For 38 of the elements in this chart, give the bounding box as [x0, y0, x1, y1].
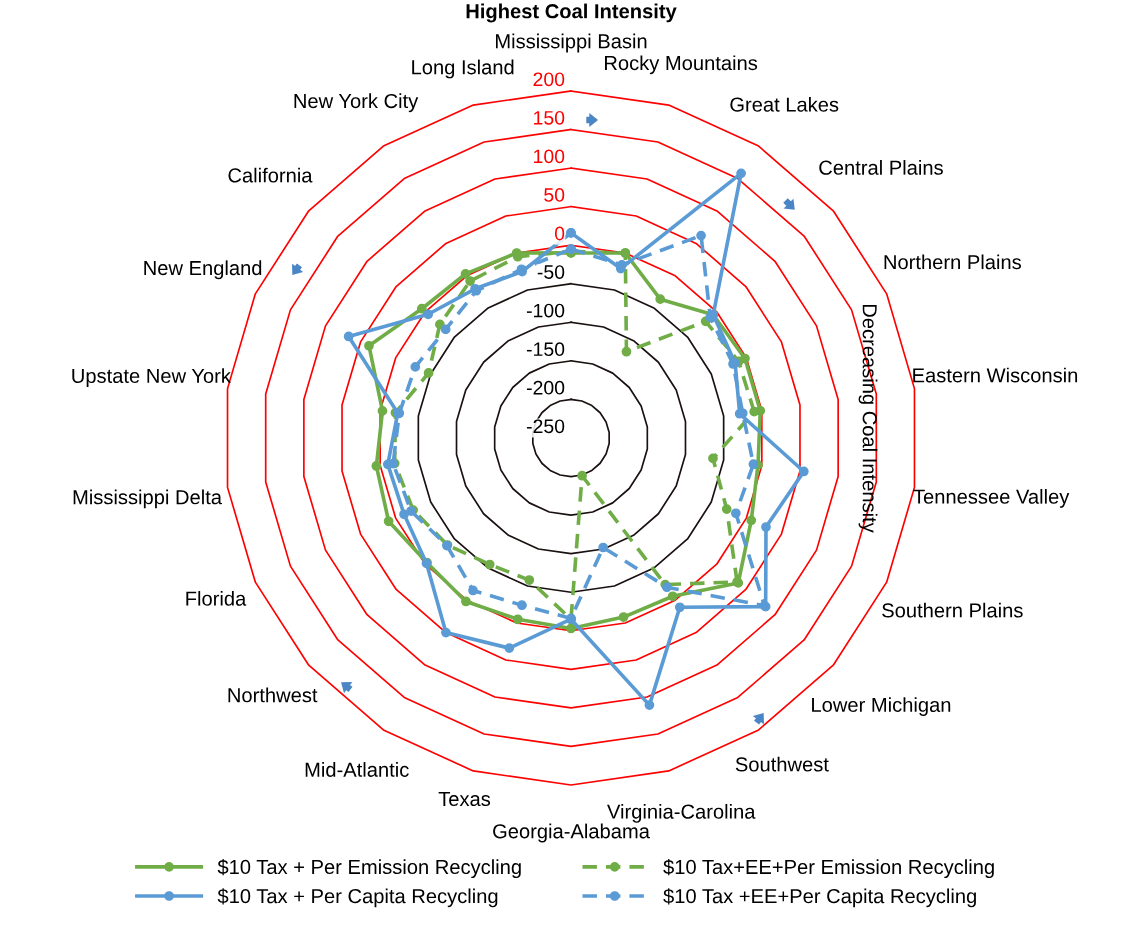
spoke-label: Mississippi Basin [495, 33, 647, 53]
spoke-label: Central Plains [819, 160, 943, 175]
y-tick-label: 200 [533, 72, 565, 87]
text: Decreasing Coal Intensity [858, 304, 878, 533]
spoke-label: Texas [438, 792, 491, 807]
y-tick-label: 100 [534, 149, 565, 164]
legend-label: $10 Tax + Per Capita Recycling [217, 888, 498, 908]
spoke-label: Rocky Mountains [605, 55, 758, 75]
y-tick-label: 50 [544, 188, 565, 202]
spoke-label: Southern Plains [882, 602, 1023, 618]
spoke-label: Long Island [412, 59, 514, 79]
legend-label: $10 Tax +EE+Per Capita Recycling [663, 888, 976, 908]
spoke-label: Mid-Atlantic [305, 762, 409, 777]
y-tick-label: 0 [554, 226, 565, 241]
y-tick-label: -250 [526, 419, 565, 434]
spoke-label: Great Lakes [730, 96, 839, 112]
spoke-label: New York City [294, 93, 419, 113]
spoke-label: Northern Plains [884, 254, 1021, 270]
legend-label: $10 Tax + Per Emission Recycling [217, 858, 521, 879]
spoke-label: Virginia-Carolina [607, 803, 756, 823]
y-tick-label: -200 [526, 380, 565, 395]
chart-title: Highest Coal Intensity [466, 3, 677, 23]
y-tick-label: -50 [537, 265, 565, 279]
spoke-label: Lower Michigan [812, 697, 951, 716]
spoke-label: Northwest [228, 687, 318, 703]
legend-label: $10 Tax+EE+Per Emission Recycling [663, 858, 994, 879]
y-tick-label: -150 [526, 342, 565, 357]
y-tick-label: -100 [526, 303, 565, 318]
spoke-label: Mississippi Delta [73, 489, 223, 509]
spoke-label: Florida [186, 590, 247, 606]
spoke-label: Upstate New York [72, 368, 231, 387]
spoke-label: New England [144, 260, 262, 280]
spoke-label: Georgia-Alabama [493, 823, 650, 843]
spoke-label: Southwest [735, 756, 829, 772]
spoke-label: Eastern Wisconsin [913, 367, 1078, 383]
spoke-label: California [228, 167, 313, 183]
y-tick-label: 150 [534, 110, 565, 125]
spoke-label: Tennessee Valley [913, 489, 1070, 508]
